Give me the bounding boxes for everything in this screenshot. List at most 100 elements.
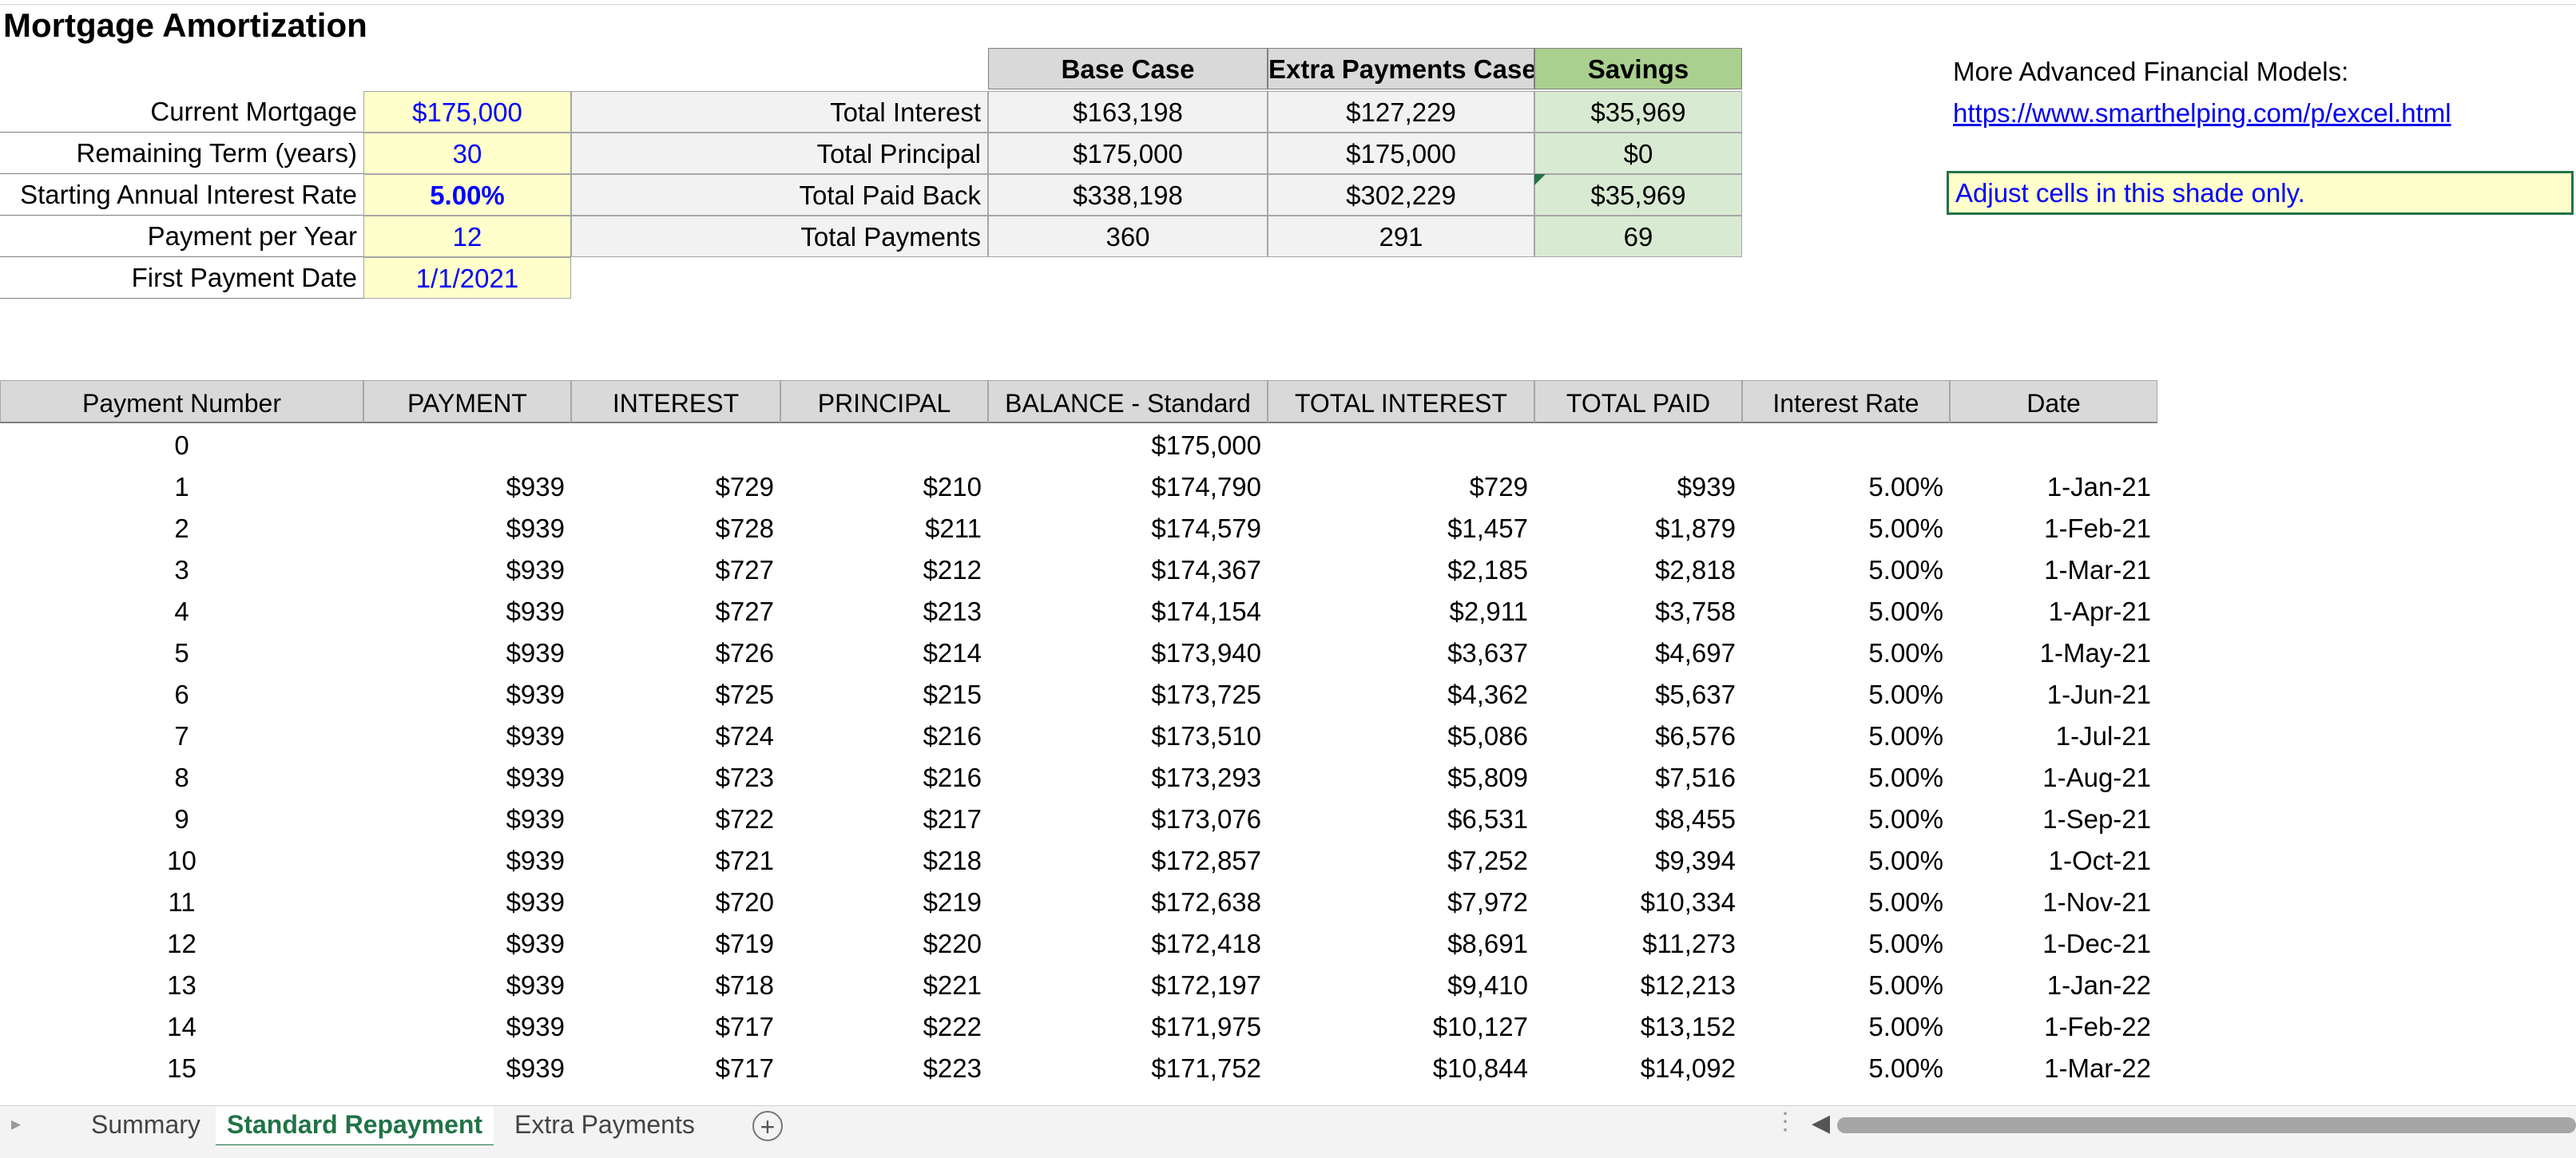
base-case-value[interactable]: 360 [988, 216, 1268, 257]
interest-rate-cell[interactable]: 5.00% [1868, 721, 1943, 751]
interest-rate-cell[interactable]: 5.00% [1868, 1053, 1943, 1083]
payment-number-cell[interactable]: 10 [167, 846, 196, 875]
balance-standard-cell[interactable]: $173,510 [1151, 721, 1261, 751]
interest-rate-cell[interactable]: 5.00% [1868, 887, 1943, 917]
principal-cell[interactable]: $218 [923, 846, 982, 875]
header-extra-payments-case[interactable]: Extra Payments Case [1268, 48, 1534, 89]
total-paid-cell[interactable]: $13,152 [1640, 1012, 1736, 1041]
tab-standard-repayment[interactable]: Standard Repayment [216, 1106, 494, 1148]
total-interest-cell[interactable]: $10,844 [1432, 1053, 1528, 1083]
payment-cell[interactable]: $939 [506, 970, 565, 1000]
total-interest-cell[interactable]: $729 [1469, 472, 1528, 502]
column-header-total-interest[interactable]: TOTAL INTEREST [1268, 380, 1534, 423]
savings-value[interactable]: $0 [1534, 133, 1742, 174]
interest-cell[interactable]: $725 [715, 680, 774, 709]
payment-number-cell[interactable]: 3 [174, 555, 189, 585]
principal-cell[interactable]: $216 [923, 721, 982, 751]
principal-cell[interactable]: $211 [925, 514, 982, 543]
total-interest-cell[interactable]: $7,972 [1447, 887, 1528, 917]
payment-cell[interactable]: $939 [506, 721, 565, 751]
principal-cell[interactable]: $219 [923, 887, 982, 917]
base-case-value[interactable]: $163,198 [988, 91, 1268, 133]
payment-number-cell[interactable]: 14 [167, 1012, 196, 1041]
interest-rate-cell[interactable]: 5.00% [1868, 970, 1943, 1000]
total-paid-cell[interactable]: $12,213 [1640, 970, 1736, 1000]
interest-cell[interactable]: $720 [715, 887, 774, 917]
balance-standard-cell[interactable]: $172,857 [1151, 846, 1261, 875]
column-header-date[interactable]: Date [1950, 380, 2157, 423]
payment-number-cell[interactable]: 6 [174, 680, 189, 709]
balance-standard-cell[interactable]: $174,154 [1151, 597, 1261, 626]
total-interest-cell[interactable]: $5,086 [1447, 721, 1528, 751]
tab-summary[interactable]: Summary [91, 1110, 200, 1139]
principal-cell[interactable]: $212 [923, 555, 982, 585]
input-value[interactable]: 30 [363, 133, 571, 174]
extra-case-value[interactable]: $302,229 [1268, 174, 1534, 216]
shade-note[interactable]: Adjust cells in this shade only. [1947, 171, 2574, 215]
payment-cell[interactable]: $939 [506, 887, 565, 917]
total-paid-cell[interactable]: $7,516 [1655, 763, 1736, 792]
interest-cell[interactable]: $717 [715, 1053, 774, 1083]
column-header-interest[interactable]: INTEREST [571, 380, 780, 423]
column-header-principal[interactable]: PRINCIPAL [780, 380, 988, 423]
total-interest-cell[interactable]: $8,691 [1447, 929, 1528, 958]
extra-case-value[interactable]: 291 [1268, 216, 1534, 257]
date-cell[interactable]: 1-Jul-21 [2055, 721, 2151, 751]
date-cell[interactable]: 1-Sep-21 [2042, 804, 2151, 834]
tab-scroll-left-icon[interactable]: ▸ [11, 1113, 22, 1135]
payment-cell[interactable]: $939 [506, 1012, 565, 1041]
interest-rate-cell[interactable]: 5.00% [1868, 846, 1943, 875]
interest-cell[interactable]: $718 [715, 970, 774, 1000]
date-cell[interactable]: 1-Oct-21 [2048, 846, 2151, 875]
extra-case-value[interactable]: $175,000 [1268, 133, 1534, 174]
total-paid-cell[interactable]: $14,092 [1640, 1053, 1736, 1083]
date-cell[interactable]: 1-Dec-21 [2042, 929, 2151, 958]
total-paid-cell[interactable]: $5,637 [1655, 680, 1736, 709]
header-savings[interactable]: Savings [1534, 48, 1742, 89]
date-cell[interactable]: 1-Jan-22 [2046, 970, 2151, 1000]
total-interest-cell[interactable]: $4,362 [1447, 680, 1528, 709]
interest-cell[interactable]: $719 [715, 929, 774, 958]
base-case-value[interactable]: $338,198 [988, 174, 1268, 216]
payment-cell[interactable]: $939 [506, 929, 565, 958]
payment-cell[interactable]: $939 [506, 472, 565, 502]
principal-cell[interactable]: $215 [923, 680, 982, 709]
principal-cell[interactable]: $223 [923, 1053, 982, 1083]
interest-cell[interactable]: $717 [715, 1012, 774, 1041]
date-cell[interactable]: 1-Mar-21 [2044, 555, 2151, 585]
total-paid-cell[interactable]: $4,697 [1655, 638, 1736, 668]
payment-number-cell[interactable]: 13 [167, 970, 196, 1000]
date-cell[interactable]: 1-Aug-21 [2042, 763, 2151, 792]
payment-number-cell[interactable]: 11 [168, 887, 196, 917]
total-interest-cell[interactable]: $7,252 [1447, 846, 1528, 875]
interest-rate-cell[interactable]: 5.00% [1868, 1012, 1943, 1041]
balance-standard-cell[interactable]: $172,638 [1151, 887, 1261, 917]
total-paid-cell[interactable]: $2,818 [1655, 555, 1736, 585]
interest-cell[interactable]: $723 [715, 763, 774, 792]
interest-cell[interactable]: $727 [715, 597, 774, 626]
savings-value[interactable]: 69 [1534, 216, 1742, 257]
add-sheet-button[interactable]: + [752, 1111, 783, 1141]
balance-standard-cell[interactable]: $173,725 [1151, 680, 1261, 709]
date-cell[interactable]: 1-May-21 [2039, 638, 2151, 668]
payment-number-cell[interactable]: 4 [174, 597, 189, 626]
balance-standard-cell[interactable]: $174,790 [1151, 472, 1261, 502]
more-options-icon[interactable]: ⋮ [1773, 1108, 1797, 1135]
extra-case-value[interactable]: $127,229 [1268, 91, 1534, 133]
total-interest-cell[interactable]: $9,410 [1447, 970, 1528, 1000]
tab-extra-payments[interactable]: Extra Payments [514, 1110, 695, 1139]
principal-cell[interactable]: $213 [923, 597, 982, 626]
total-interest-cell[interactable]: $2,185 [1447, 555, 1528, 585]
payment-number-cell[interactable]: 12 [167, 929, 196, 958]
total-paid-cell[interactable]: $6,576 [1655, 721, 1736, 751]
column-header-payment[interactable]: PAYMENT [363, 380, 571, 423]
payment-number-cell[interactable]: 0 [174, 430, 189, 460]
principal-cell[interactable]: $220 [923, 929, 982, 958]
column-header-interest-rate[interactable]: Interest Rate [1742, 380, 1950, 423]
total-interest-cell[interactable]: $5,809 [1447, 763, 1528, 792]
column-header-total-paid[interactable]: TOTAL PAID [1534, 380, 1742, 423]
balance-standard-cell[interactable]: $173,076 [1151, 804, 1261, 834]
payment-number-cell[interactable]: 8 [174, 763, 189, 792]
input-value[interactable]: 5.00% [363, 174, 571, 216]
total-paid-cell[interactable]: $939 [1677, 472, 1736, 502]
